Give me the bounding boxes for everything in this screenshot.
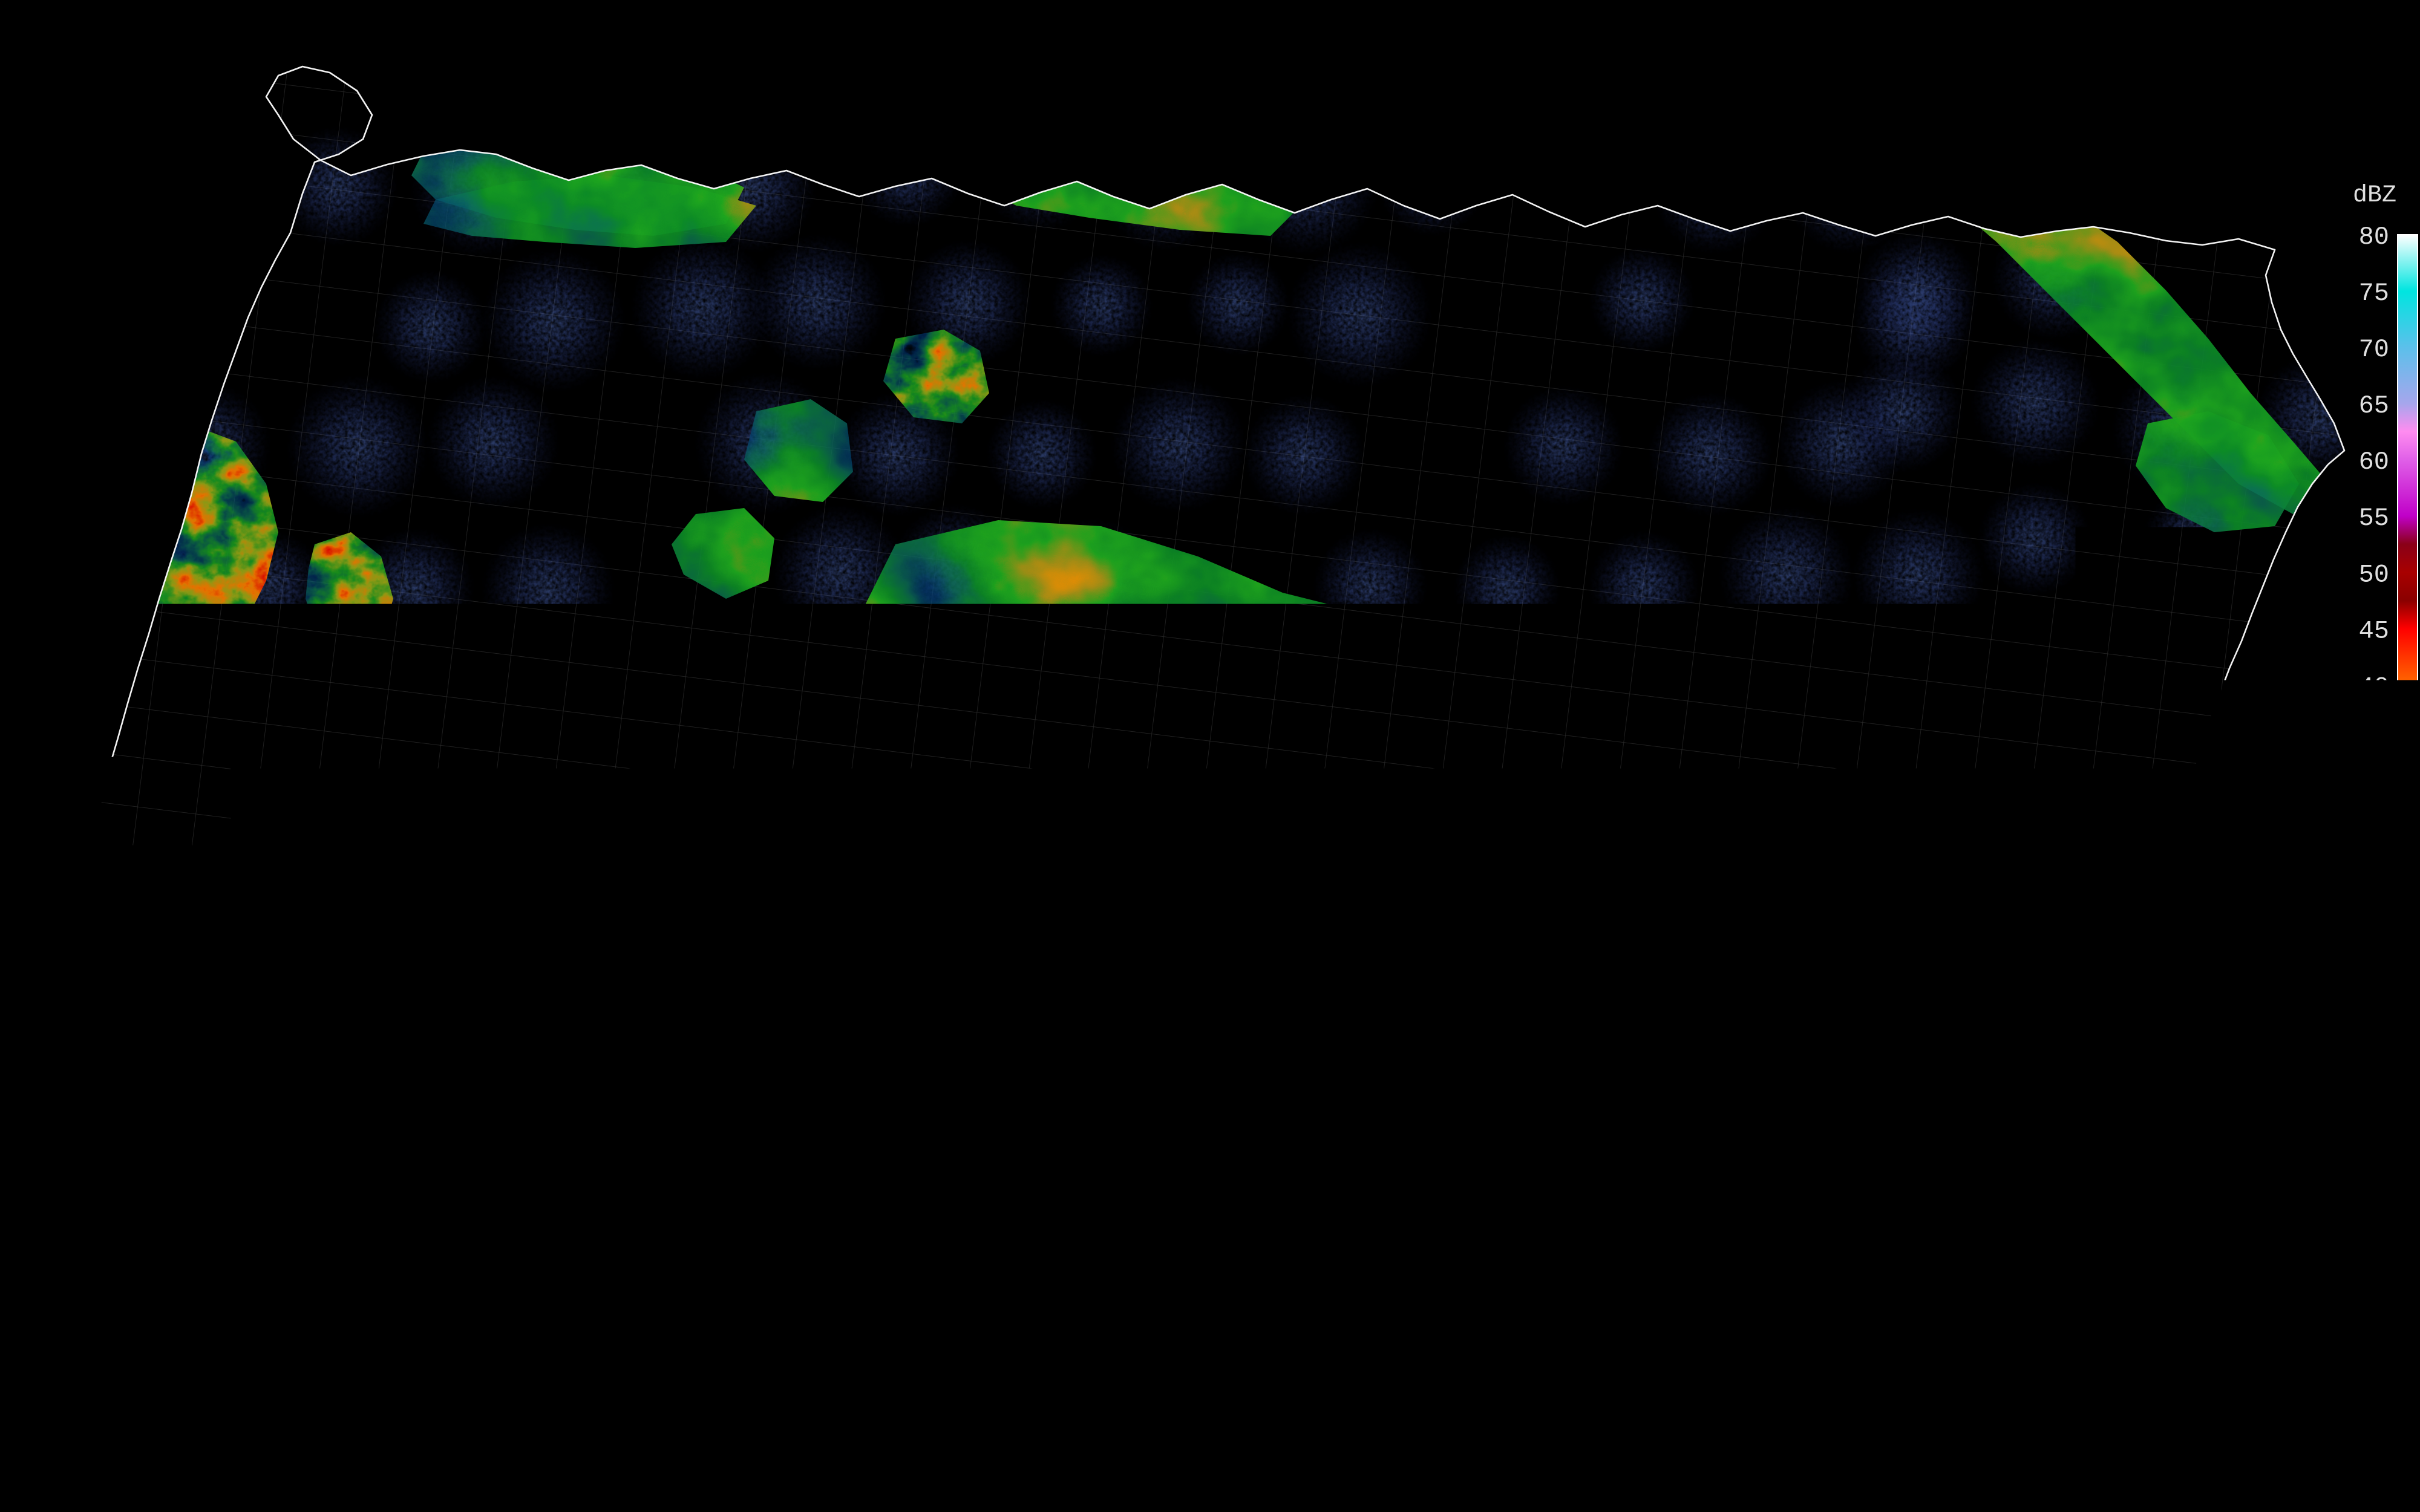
svg-text:65: 65 — [2359, 391, 2389, 420]
svg-text:dBZ: dBZ — [2353, 182, 2396, 209]
svg-text:25: 25 — [2359, 842, 2389, 871]
svg-text:15: 15 — [2359, 954, 2389, 983]
svg-text:Northern Illinois University: Northern Illinois University — [79, 1427, 538, 1473]
svg-text:-5: -5 — [2359, 1179, 2389, 1208]
svg-text:80: 80 — [2359, 223, 2389, 252]
svg-text:50: 50 — [2359, 560, 2389, 589]
svg-text:70: 70 — [2359, 335, 2389, 364]
svg-text:-10: -10 — [2343, 1236, 2389, 1265]
svg-text:40: 40 — [2359, 673, 2389, 702]
svg-text:-25: -25 — [2343, 1404, 2389, 1433]
svg-text:60: 60 — [2359, 448, 2389, 477]
svg-text:Your Future. Our Focus.: Your Future. Our Focus. — [79, 1469, 288, 1493]
svg-text:45: 45 — [2359, 616, 2389, 645]
svg-text:35: 35 — [2359, 729, 2389, 758]
svg-text:75: 75 — [2359, 279, 2389, 308]
svg-text:5: 5 — [2374, 1067, 2389, 1096]
svg-text:55: 55 — [2359, 504, 2389, 533]
svg-text:20: 20 — [2359, 898, 2389, 927]
svg-text:0: 0 — [2374, 1123, 2389, 1152]
svg-text:-30: -30 — [2343, 1461, 2389, 1490]
svg-text:10: 10 — [2359, 1011, 2389, 1040]
svg-text:NIU METEOROLOGY NEXRAD 1KM MOS: NIU METEOROLOGY NEXRAD 1KM MOSAIC 10-13-… — [753, 1486, 1502, 1511]
svg-text:-20: -20 — [2343, 1348, 2389, 1377]
svg-text:NIU: NIU — [15, 1481, 34, 1494]
svg-text:30: 30 — [2359, 785, 2389, 814]
svg-text:-15: -15 — [2343, 1292, 2389, 1321]
